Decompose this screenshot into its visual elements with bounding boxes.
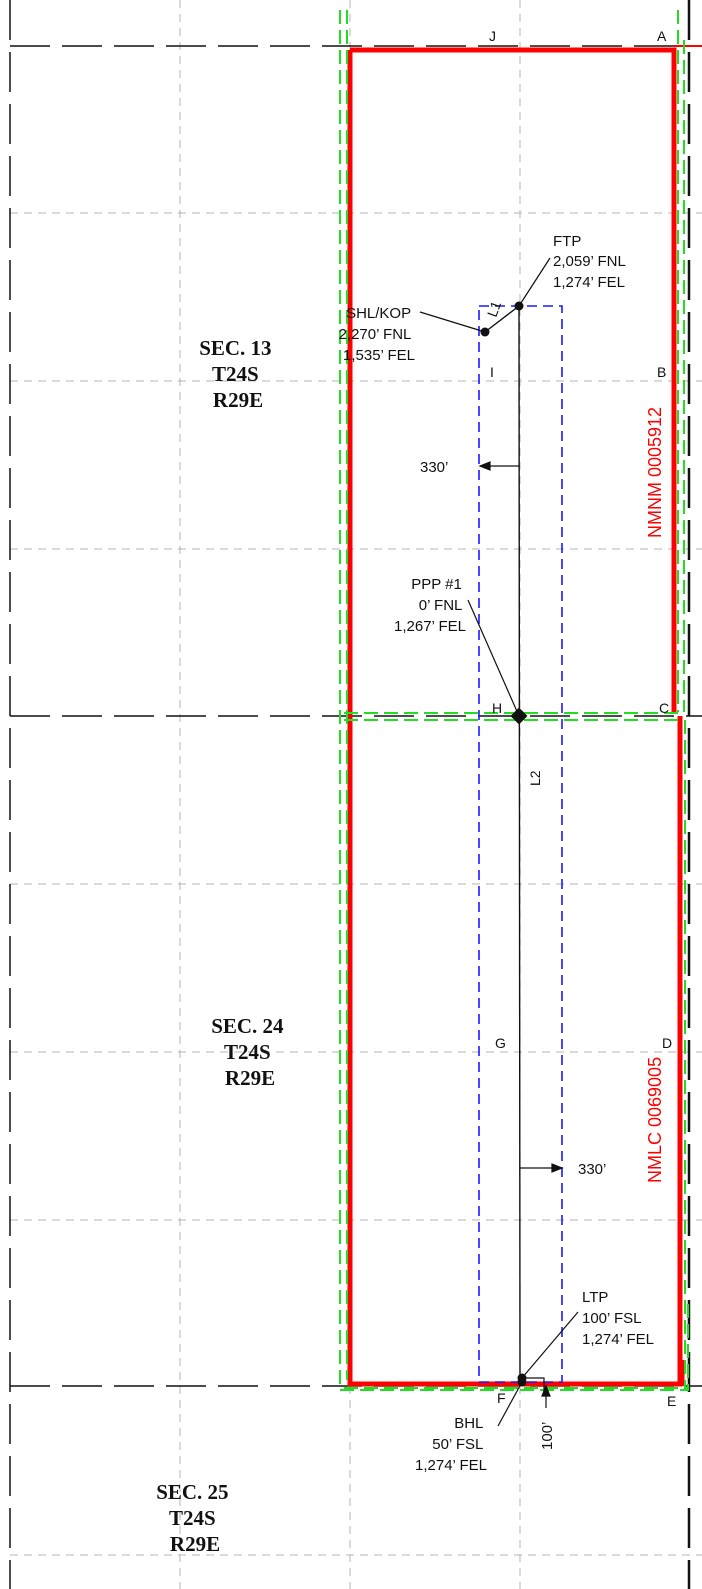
ltp-callout: LTP 100’ FSL 1,274’ FEL	[582, 1289, 654, 1348]
section-lines	[9, 0, 702, 1589]
section-25-label: SEC. 25 T24S R29E	[156, 1480, 234, 1556]
quarter-grid	[10, 0, 702, 1589]
corner-e-label: E	[667, 1393, 676, 1409]
corner-g-label: G	[495, 1035, 506, 1051]
dimension-arrows	[478, 461, 564, 1408]
unit-boundary	[339, 10, 689, 1391]
setback-south-label: 330’	[578, 1161, 606, 1178]
shl-callout: SHL/KOP 2,270’ FNL 1,535’ FEL	[339, 305, 415, 364]
ppp-callout: PPP #1 0’ FNL 1,267’ FEL	[394, 576, 466, 635]
bottom-offset-label: 100’	[539, 1422, 556, 1450]
corner-i-label: I	[490, 364, 494, 380]
corner-h-label: H	[492, 700, 502, 716]
leg-l1-label: L1	[484, 299, 504, 319]
ftp-callout: FTP 2,059’ FNL 1,274’ FEL	[553, 233, 629, 291]
corner-c-label: C	[659, 700, 669, 716]
corner-j-label: J	[489, 28, 496, 44]
corner-f-label: F	[497, 1390, 506, 1406]
section-24-label: SEC. 24 T24S R29E	[211, 1014, 289, 1090]
section-13-label: SEC. 13 T24S R29E	[199, 336, 277, 412]
corner-a-label: A	[657, 28, 667, 44]
corner-b-label: B	[657, 364, 666, 380]
leg-l2-label: L2	[527, 770, 543, 786]
lease-south-label: NMLC 0069005	[645, 1057, 665, 1183]
lease-boundary	[347, 45, 702, 1387]
bhl-callout: BHL 50’ FSL 1,274’ FEL	[415, 1415, 487, 1474]
leader-lines	[419, 257, 579, 1427]
wellbore-path	[484, 305, 521, 1381]
setback-north-label: 330’	[420, 459, 448, 476]
corner-d-label: D	[662, 1035, 672, 1051]
lease-north-label: NMNM 0005912	[645, 407, 665, 538]
